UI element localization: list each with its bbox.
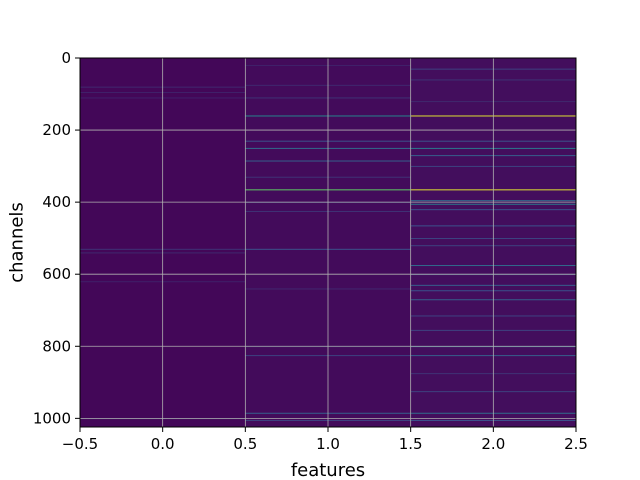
y-axis: 0 200 400 600 800 1000 [33,49,80,427]
x-tick-label: 2.5 [564,435,588,453]
x-tick-label: 1.0 [316,435,340,453]
x-tick-label: 2.0 [481,435,505,453]
y-axis-label: channels [6,202,27,283]
y-tick-label: 1000 [33,409,71,427]
y-tick-label: 0 [61,49,71,67]
x-tick-label: 1.5 [399,435,423,453]
x-axis: −0.5 0.0 0.5 1.0 1.5 2.0 2.5 [62,427,588,453]
x-tick-label: 0.5 [233,435,257,453]
y-tick-label: 800 [42,337,71,355]
y-tick-label: 600 [42,265,71,283]
y-tick-label: 200 [42,121,71,139]
x-axis-label: features [291,460,365,480]
x-tick-label: −0.5 [62,435,98,453]
x-tick-label: 0.0 [151,435,175,453]
y-tick-label: 400 [42,193,71,211]
